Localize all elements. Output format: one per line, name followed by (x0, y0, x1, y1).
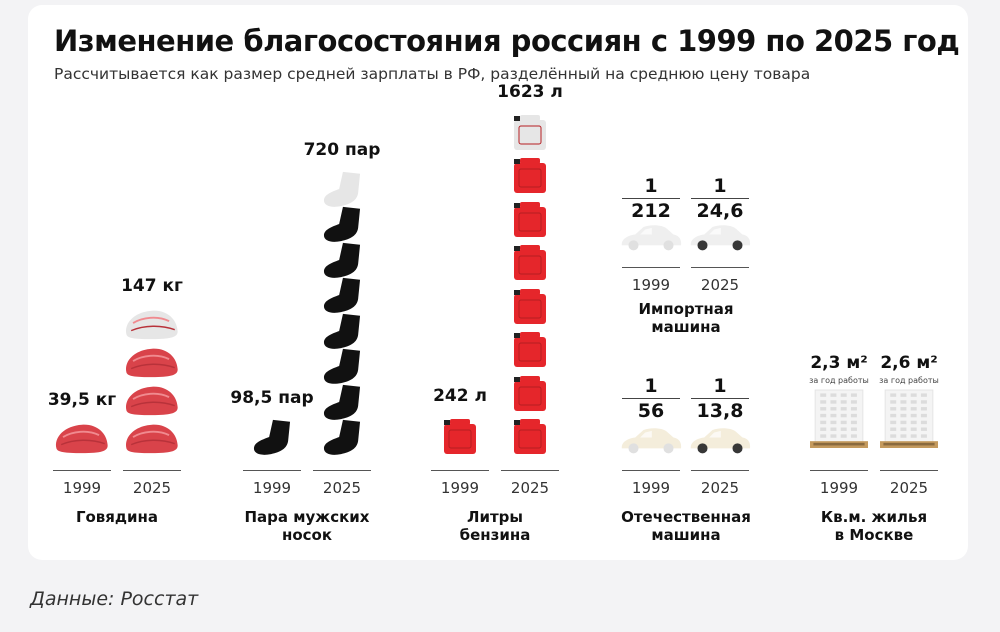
value-label-housing: 2,3 м² (810, 353, 868, 373)
sock-icon (253, 419, 291, 455)
beef-icon (125, 424, 178, 454)
year-label: 1999 (62, 479, 102, 497)
sock-icon (323, 206, 361, 242)
sock-icon (323, 242, 361, 278)
year-label: 1999 (252, 479, 292, 497)
source-note: Данные: Росстат (30, 588, 199, 610)
canister-icon (514, 332, 546, 367)
beef-icon (55, 424, 108, 454)
canister-icon (514, 201, 546, 237)
baseline (691, 267, 749, 268)
baseline (622, 267, 680, 268)
car-icon (621, 428, 682, 454)
canister-icon (514, 245, 546, 280)
year-label: 1999 (631, 276, 671, 294)
sock-icon (323, 171, 361, 207)
value-label-housing: 2,6 м² (880, 353, 938, 373)
fraction-numerator: 1 (622, 375, 680, 399)
baseline (810, 470, 868, 471)
value-label-2025: 147 кг (121, 276, 183, 296)
year-label: 2025 (322, 479, 362, 497)
car-icon (690, 428, 751, 454)
baseline (123, 470, 181, 471)
housing-note: за год работы (879, 376, 939, 385)
beef-icon (125, 310, 178, 340)
fraction-label: 1 13,8 (691, 375, 749, 423)
category-label: Литры бензина (459, 508, 531, 544)
beef-icon (125, 348, 178, 378)
category-label: Говядина (75, 508, 159, 526)
building-icon (880, 389, 938, 448)
car-icon (621, 225, 682, 251)
year-label: 2025 (700, 479, 740, 497)
year-label: 1999 (440, 479, 480, 497)
canister-icon (514, 419, 546, 454)
baseline (501, 470, 559, 471)
value-label-2025: 1623 л (497, 81, 563, 102)
baseline (691, 470, 749, 471)
sock-icon (323, 313, 361, 349)
baseline (880, 470, 938, 471)
building-icon (810, 389, 868, 448)
infographic-card (28, 5, 968, 560)
category-label: Импортная машина (638, 300, 734, 336)
baseline (431, 470, 489, 471)
year-label: 2025 (132, 479, 172, 497)
car-icon (690, 225, 751, 251)
fraction-numerator: 1 (691, 375, 749, 399)
year-label: 2025 (700, 276, 740, 294)
value-label-1999: 39,5 кг (47, 390, 117, 410)
year-label: 1999 (819, 479, 859, 497)
fraction-numerator: 1 (691, 175, 749, 199)
canister-icon (514, 158, 546, 193)
value-label-2025: 720 пар (303, 139, 381, 160)
year-label: 2025 (889, 479, 929, 497)
year-label: 2025 (510, 479, 550, 497)
fraction-label: 1 212 (622, 175, 680, 223)
page-subtitle: Рассчитывается как размер средней зарпла… (54, 65, 811, 83)
sock-icon (323, 348, 361, 384)
value-label-1999: 98,5 пар (230, 388, 314, 408)
canister-icon (444, 419, 476, 454)
category-label: Отечественная машина (621, 508, 751, 544)
fraction-numerator: 1 (622, 175, 680, 199)
baseline (243, 470, 301, 471)
baseline (622, 470, 680, 471)
page-title: Изменение благосостояния россиян с 1999 … (54, 24, 960, 58)
fraction-label: 1 24,6 (691, 175, 749, 223)
sock-icon (323, 419, 361, 455)
fraction-denominator: 13,8 (696, 400, 744, 422)
year-label: 1999 (631, 479, 671, 497)
baseline (313, 470, 371, 471)
sock-icon (323, 277, 361, 313)
beef-icon (125, 386, 178, 416)
housing-note: за год работы (809, 376, 869, 385)
canister-icon (514, 375, 546, 411)
fraction-denominator: 212 (631, 200, 671, 222)
sock-icon (323, 384, 361, 420)
canister-icon (514, 288, 546, 324)
fraction-denominator: 24,6 (696, 200, 744, 222)
baseline (53, 470, 111, 471)
category-label: Кв.м. жилья в Москве (820, 508, 928, 544)
fraction-denominator: 56 (637, 400, 665, 422)
category-label: Пара мужских носок (244, 508, 370, 544)
canister-icon (514, 114, 546, 150)
fraction-label: 1 56 (622, 375, 680, 423)
value-label-1999: 242 л (433, 386, 487, 406)
